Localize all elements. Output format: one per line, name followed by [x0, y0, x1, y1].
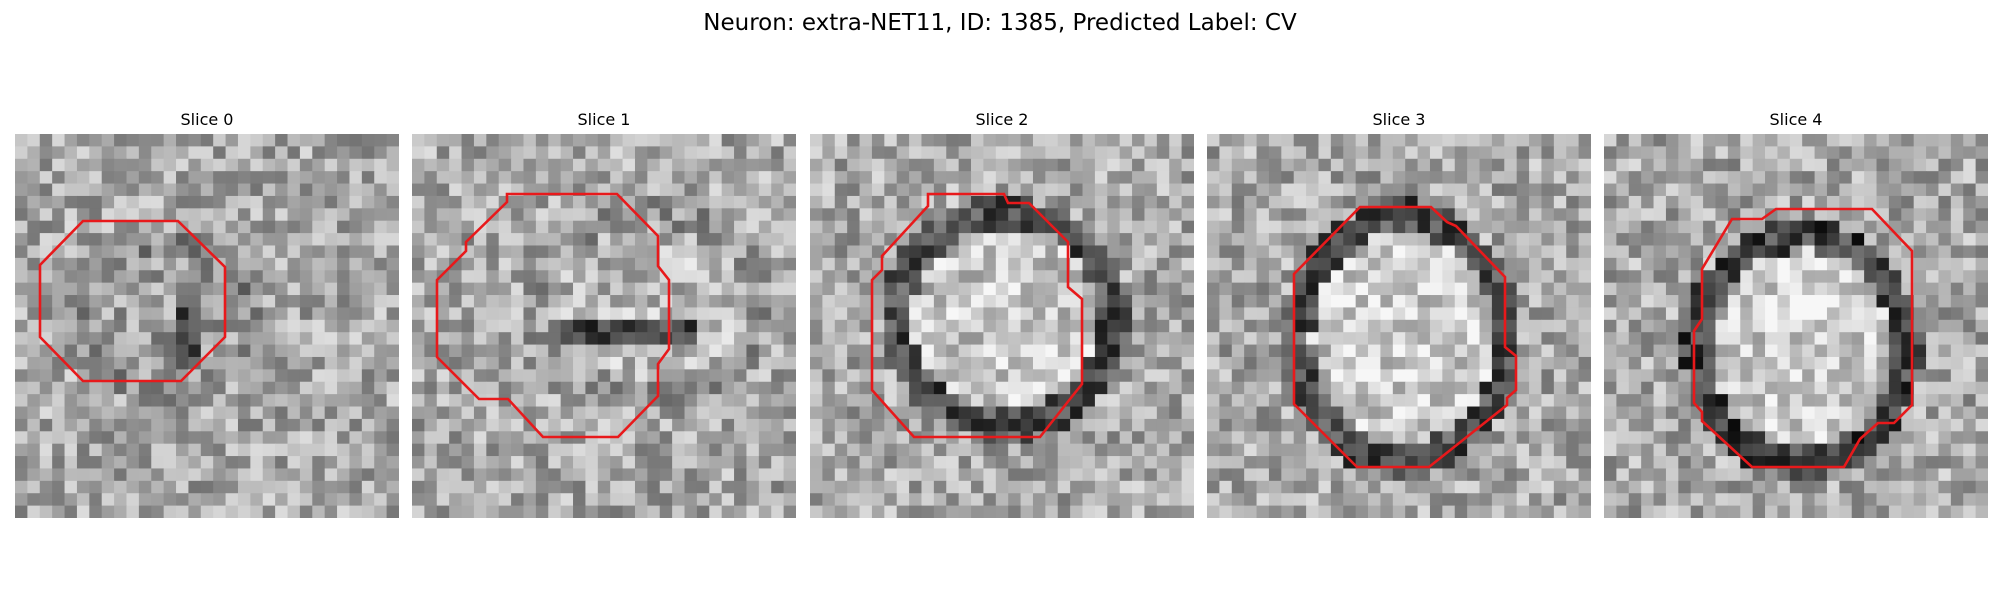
slice-title: Slice 0 [180, 110, 234, 129]
slice-image [810, 134, 1194, 518]
slice-title: Slice 1 [577, 110, 631, 129]
slice-title: Slice 2 [975, 110, 1029, 129]
figure-title: Neuron: extra-NET11, ID: 1385, Predicted… [703, 10, 1297, 36]
segmentation-contour [435, 192, 671, 439]
segmentation-contour [1692, 207, 1914, 469]
segmentation-contour [870, 192, 1084, 439]
slice-image [15, 134, 399, 518]
slice-panel-3: Slice 3 [1207, 108, 1591, 518]
segmentation-contour [1292, 205, 1518, 469]
slice-panel-4: Slice 4 [1604, 108, 1988, 518]
slice-panel-1: Slice 1 [412, 108, 796, 518]
slice-title: Slice 3 [1372, 110, 1426, 129]
slice-image [412, 134, 796, 518]
slice-title: Slice 4 [1769, 110, 1823, 129]
slice-panel-2: Slice 2 [810, 108, 1194, 518]
segmentation-contour [38, 219, 227, 383]
slice-image [1207, 134, 1591, 518]
slice-panel-0: Slice 0 [15, 108, 399, 518]
slice-image [1604, 134, 1988, 518]
